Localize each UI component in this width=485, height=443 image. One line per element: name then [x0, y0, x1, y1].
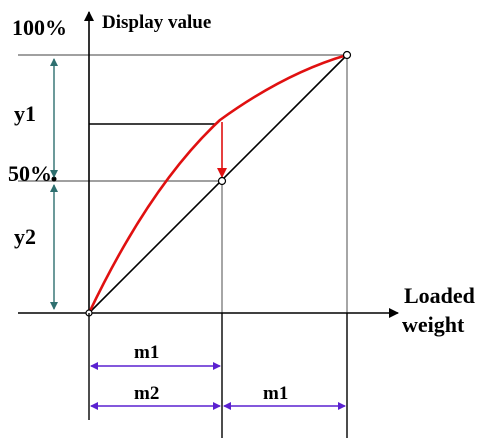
label-m1-top: m1	[134, 342, 159, 363]
fifty-axis-dot	[51, 176, 57, 182]
label-100-percent: 100%	[12, 15, 67, 40]
guide-lines	[18, 54, 348, 313]
label-y1: y1	[14, 101, 36, 126]
point-100	[342, 50, 352, 60]
label-weight: weight	[402, 312, 465, 337]
label-display-value: Display value	[102, 12, 211, 33]
label-50-percent: 50%	[8, 161, 52, 186]
display-curve	[87, 53, 348, 314]
extension-lines	[88, 313, 348, 438]
label-y2: y2	[14, 224, 36, 249]
point-50	[217, 176, 227, 186]
horizontal-dimensions	[90, 362, 346, 410]
linear-line	[88, 54, 348, 314]
label-m2: m2	[134, 383, 159, 404]
label-m1-bottom: m1	[263, 383, 288, 404]
label-loaded: Loaded	[404, 283, 475, 308]
